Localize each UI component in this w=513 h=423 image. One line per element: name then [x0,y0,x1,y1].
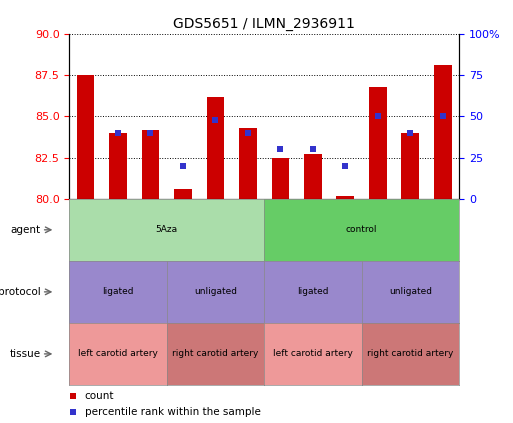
Bar [174,189,192,199]
Text: count: count [85,390,114,401]
Text: ligated: ligated [297,287,329,297]
Text: tissue: tissue [9,349,41,359]
Text: right carotid artery: right carotid artery [367,349,453,358]
Text: ligated: ligated [102,287,134,297]
Bar [142,129,160,199]
Text: unligated: unligated [389,287,432,297]
Bar [76,75,94,199]
Text: agent: agent [10,225,41,235]
Text: percentile rank within the sample: percentile rank within the sample [85,407,261,418]
Bar [109,133,127,199]
Bar [434,65,452,199]
Bar [271,157,289,199]
Bar [337,195,354,199]
Bar [239,128,257,199]
Text: right carotid artery: right carotid artery [172,349,259,358]
Text: unligated: unligated [194,287,237,297]
Bar [207,96,224,199]
Bar [369,87,387,199]
Text: left carotid artery: left carotid artery [78,349,158,358]
Bar [402,133,419,199]
Text: control: control [346,225,378,234]
Text: 5Aza: 5Aza [155,225,178,234]
Bar [304,154,322,199]
Text: left carotid artery: left carotid artery [273,349,353,358]
Text: protocol: protocol [0,287,41,297]
Title: GDS5651 / ILMN_2936911: GDS5651 / ILMN_2936911 [173,17,355,31]
